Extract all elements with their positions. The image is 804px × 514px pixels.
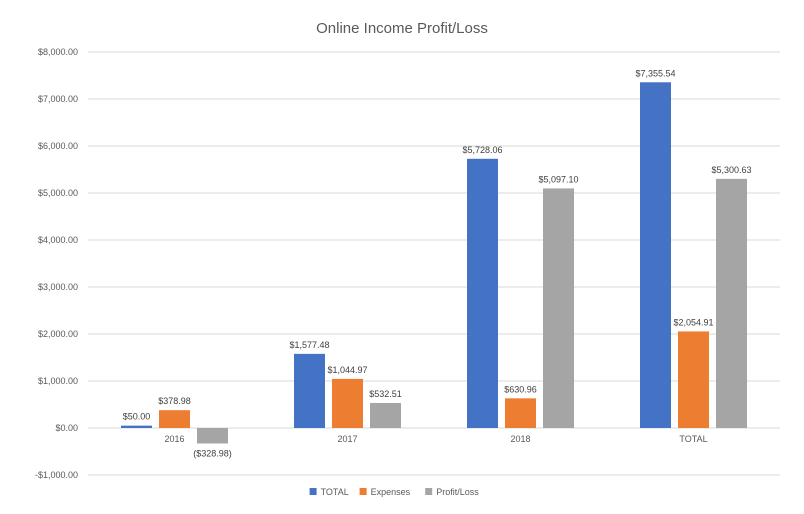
y-tick-label: $3,000.00 [38,282,78,292]
bar-total-2016 [121,425,152,428]
data-label: $7,355.54 [635,68,675,78]
y-tick-label: $1,000.00 [38,376,78,386]
data-label: $378.98 [158,396,191,406]
legend-swatch [425,488,433,495]
bar-expenses-2016 [159,410,190,428]
data-label: ($328.98) [193,448,232,458]
legend-label: Expenses [371,487,411,497]
bar-expenses-2018 [505,398,536,428]
x-tick-label: 2017 [337,434,357,444]
bar-profit-loss-2018 [543,188,574,428]
y-tick-label: $6,000.00 [38,141,78,151]
y-tick-label: $5,000.00 [38,188,78,198]
y-tick-label: $8,000.00 [38,47,78,57]
bar-expenses-total [678,331,709,428]
x-tick-label: 2016 [164,434,184,444]
data-label: $1,044.97 [327,365,367,375]
y-tick-label: $2,000.00 [38,329,78,339]
data-label: $5,097.10 [538,174,578,184]
bar-total-2017 [294,353,325,428]
x-tick-label: 2018 [510,434,530,444]
chart-title: Online Income Profit/Loss [316,20,488,37]
data-label: $5,300.63 [711,165,751,175]
legend-label: TOTAL [321,487,349,497]
legend-swatch [309,488,317,495]
legend-label: Profit/Loss [436,487,479,497]
bar-total-total [640,82,671,429]
y-tick-label: $4,000.00 [38,235,78,245]
data-label: $532.51 [369,389,402,399]
x-tick-label: TOTAL [679,434,707,444]
data-label: $5,728.06 [462,145,502,155]
bar-expenses-2017 [332,378,363,428]
bar-profit-loss-2016 [197,428,228,444]
data-label: $2,054.91 [673,317,713,327]
y-tick-label: -$1,000.00 [35,470,78,480]
data-label: $1,577.48 [289,340,329,350]
bar-profit-loss-2017 [370,402,401,428]
data-label: $630.96 [504,384,537,394]
data-label: $50.00 [123,412,151,422]
y-tick-label: $7,000.00 [38,94,78,104]
y-tick-label: $0.00 [55,423,78,433]
legend-swatch [359,488,367,495]
bar-total-2018 [467,158,498,428]
bar-profit-loss-total [716,178,747,428]
